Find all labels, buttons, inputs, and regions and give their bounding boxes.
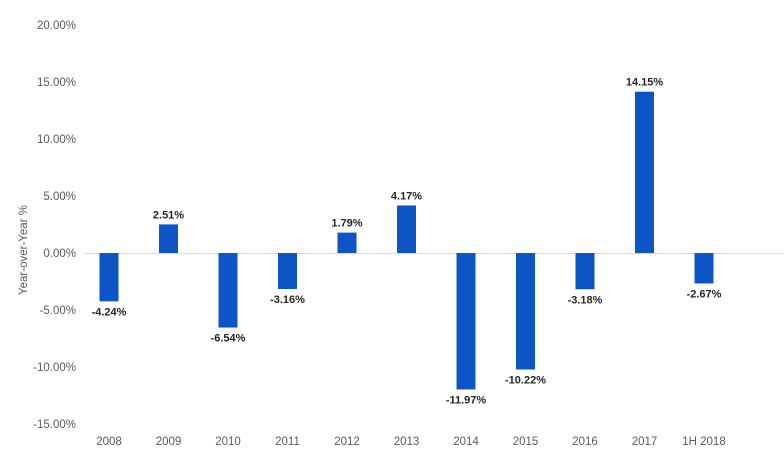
- x-axis-label: 2011: [275, 436, 300, 448]
- data-label: 2.51%: [153, 209, 184, 221]
- bar-2012: [337, 232, 357, 253]
- data-label: 4.17%: [391, 190, 422, 202]
- y-axis-tick-label: 15.00%: [37, 77, 76, 89]
- bar-2011: [278, 253, 297, 290]
- x-axis-label: 2015: [513, 436, 539, 448]
- bar-2010: [218, 253, 238, 328]
- y-axis-tick-label: 20.00%: [37, 20, 76, 32]
- data-label: -6.54%: [211, 333, 246, 345]
- data-label: -3.16%: [270, 294, 305, 306]
- data-label: 14.15%: [626, 77, 664, 89]
- x-axis-label: 2014: [453, 436, 479, 448]
- x-axis-label: 2008: [96, 436, 122, 448]
- x-axis-label: 2010: [215, 436, 241, 448]
- bar-2008: [99, 253, 119, 302]
- y-axis-tick-label: 0.00%: [43, 248, 76, 260]
- bar-2017: [635, 91, 654, 253]
- x-axis-label: 2016: [572, 436, 598, 448]
- y-axis-tick-label: -15.00%: [33, 419, 76, 431]
- bar-2015: [516, 253, 535, 370]
- data-label: -10.22%: [505, 375, 546, 387]
- x-axis-label: 2013: [394, 436, 420, 448]
- y-axis-title: Year-over-Year %: [18, 205, 30, 295]
- x-axis-label: 2012: [334, 436, 360, 448]
- data-label: -3.18%: [568, 294, 603, 306]
- x-axis-label: 2009: [156, 436, 182, 448]
- bar-2016: [575, 253, 595, 290]
- bar-2014: [456, 253, 476, 390]
- data-label: -11.97%: [446, 394, 487, 406]
- y-axis-tick-label: -10.00%: [33, 362, 76, 374]
- y-axis-tick-label: 10.00%: [37, 134, 76, 146]
- data-label: -4.24%: [92, 306, 127, 318]
- x-axis-label: 2017: [632, 436, 658, 448]
- bar-1h-2018: [694, 253, 714, 284]
- bar-2009: [159, 224, 178, 253]
- bar-2013: [397, 205, 416, 253]
- data-label: -2.67%: [687, 288, 722, 300]
- x-axis-label: 1H 2018: [682, 436, 725, 448]
- data-label: 1.79%: [331, 218, 362, 230]
- y-axis-tick-label: 5.00%: [43, 191, 76, 203]
- y-axis-tick-label: -5.00%: [40, 305, 76, 317]
